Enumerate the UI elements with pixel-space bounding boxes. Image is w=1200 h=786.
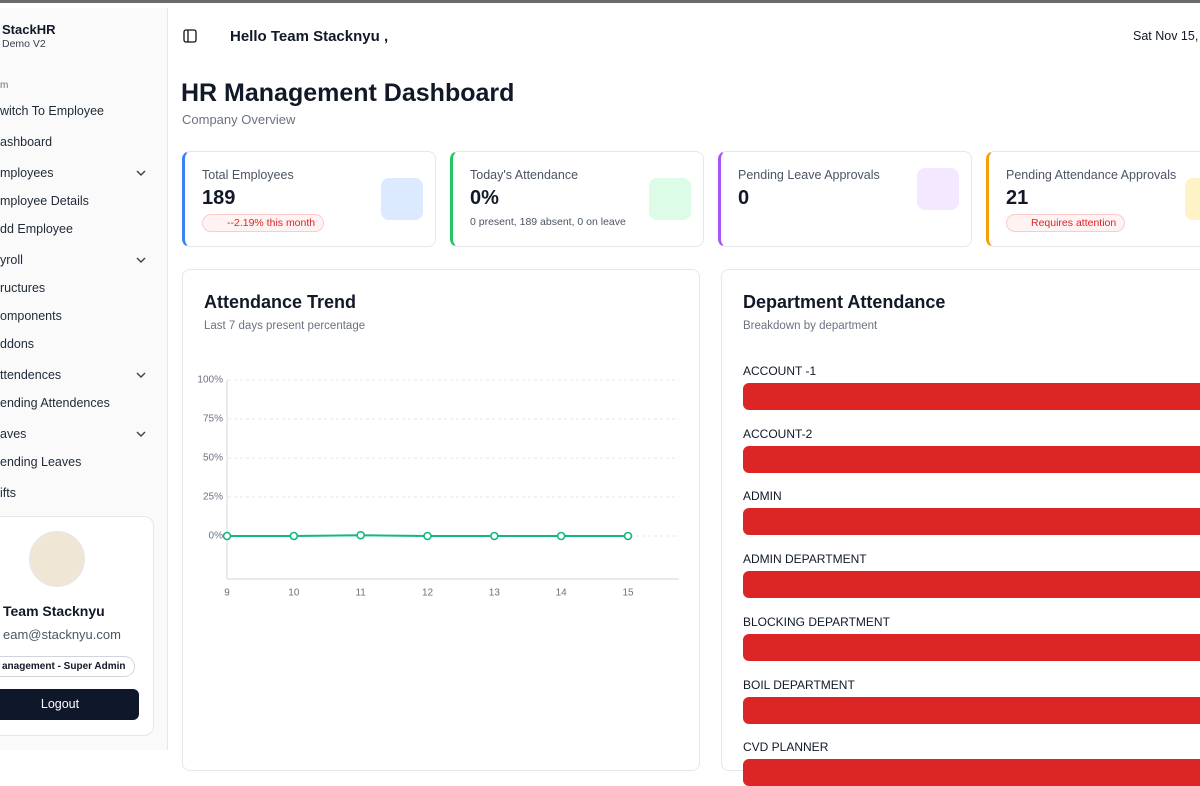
department-label: ACCOUNT-2 bbox=[743, 426, 813, 441]
y-tick-label: 25% bbox=[203, 492, 223, 503]
chevron[interactable] bbox=[135, 255, 147, 265]
window-edge bbox=[0, 0, 1200, 3]
nav-item[interactable]: ashboard bbox=[0, 135, 53, 149]
department-label: BLOCKING DEPARTMENT bbox=[743, 614, 890, 629]
nav-item[interactable]: ifts bbox=[0, 486, 16, 500]
department-bar bbox=[743, 696, 1200, 724]
date: Sat Nov 15, 2 bbox=[1133, 29, 1200, 43]
chevron-path bbox=[136, 170, 146, 176]
chevron-path bbox=[136, 257, 146, 263]
page-subtitle: Company Overview bbox=[182, 112, 296, 127]
profile-email: eam@stacknyu.com bbox=[3, 627, 121, 642]
card-value: 189 bbox=[202, 187, 236, 209]
card-label: Pending Leave Approvals bbox=[738, 168, 880, 182]
chevron[interactable] bbox=[135, 370, 147, 380]
department-label: BOIL DEPARTMENT bbox=[743, 677, 855, 692]
data-point bbox=[356, 530, 365, 540]
nav-item[interactable]: omponents bbox=[0, 309, 62, 323]
panel-title: Attendance Trend bbox=[204, 292, 357, 312]
x-tick-label: 9 bbox=[224, 588, 230, 599]
stat-card: Today's Attendance 0% 0 present, 189 abs… bbox=[450, 151, 704, 247]
brand: StackHR bbox=[2, 22, 56, 37]
data-point bbox=[289, 531, 299, 541]
header-divider bbox=[168, 70, 1200, 71]
y-tick-label: 0% bbox=[209, 531, 224, 542]
stat-card: Total Employees 189 --2.19% this month bbox=[182, 151, 436, 247]
nav-item[interactable]: witch To Employee bbox=[0, 104, 104, 118]
card-value: 0 bbox=[738, 187, 750, 209]
nav-item[interactable]: ttendences bbox=[0, 368, 62, 382]
data-point bbox=[490, 531, 499, 541]
y-tick-label: 100% bbox=[197, 375, 223, 386]
brand-subtitle: Demo V2 bbox=[2, 38, 46, 50]
card-icon bbox=[1185, 178, 1200, 220]
trend-panel: Attendance Trend Last 7 days present per… bbox=[182, 269, 700, 771]
x-tick-label: 12 bbox=[422, 588, 434, 599]
nav-item[interactable]: dd Employee bbox=[0, 222, 73, 236]
department-label: ACCOUNT -1 bbox=[743, 364, 817, 378]
card-label: Pending Attendance Approvals bbox=[1006, 168, 1177, 182]
avatar bbox=[29, 531, 85, 587]
data-point bbox=[623, 531, 633, 541]
card-icon bbox=[917, 168, 959, 210]
card-label: Today's Attendance bbox=[470, 168, 579, 182]
panel-subtitle: Breakdown by department bbox=[743, 320, 878, 332]
card-note: 0 present, 189 absent, 0 on leave bbox=[470, 216, 626, 228]
panel-title: Department Attendance bbox=[743, 292, 946, 312]
nav-item[interactable]: mployees bbox=[0, 166, 54, 180]
nav-item[interactable]: mployee Details bbox=[0, 194, 89, 208]
chevron[interactable] bbox=[135, 429, 147, 439]
card-icon bbox=[649, 178, 691, 220]
nav-item[interactable]: ddons bbox=[0, 337, 35, 351]
nav-item[interactable]: yroll bbox=[0, 253, 23, 267]
y-tick-label: 75% bbox=[203, 414, 223, 425]
profile-card: Team Stacknyu eam@stacknyu.com anagement… bbox=[0, 516, 154, 736]
x-tick-label: 10 bbox=[288, 588, 300, 599]
department-bar bbox=[743, 445, 1200, 473]
x-tick-label: 14 bbox=[556, 588, 568, 599]
sidebar: StackHR Demo V2 m witch To Employee ashbo… bbox=[0, 8, 168, 750]
sidebar-toggle[interactable] bbox=[183, 29, 197, 43]
x-tick-label: 11 bbox=[355, 588, 366, 599]
trend-chart: 0% 25% 50% 75% 100% 9 10 11 12 13 14 15 bbox=[197, 375, 679, 599]
nav-item[interactable]: ructures bbox=[0, 281, 46, 295]
nav-item[interactable]: aves bbox=[0, 427, 27, 441]
profile-name: Team Stacknyu bbox=[3, 603, 105, 619]
department-bar bbox=[743, 759, 1200, 786]
data-point bbox=[423, 531, 432, 541]
nav-item[interactable]: ending Leaves bbox=[0, 455, 82, 469]
nav-item[interactable]: ending Attendences bbox=[0, 396, 110, 410]
department-bar bbox=[743, 571, 1200, 599]
x-tick-label: 15 bbox=[622, 588, 634, 599]
department-label: ADMIN bbox=[743, 489, 782, 504]
department-bar bbox=[743, 508, 1200, 536]
trend-badge: --2.19% this month bbox=[202, 214, 325, 232]
card-value: 21 bbox=[1006, 187, 1029, 209]
section-label: m bbox=[0, 80, 9, 91]
department-bar bbox=[743, 633, 1200, 661]
greeting: Hello Team Stacknyu , bbox=[230, 28, 389, 45]
card-icon bbox=[381, 178, 423, 220]
alert-badge: Requires attention bbox=[1006, 214, 1126, 232]
stat-card: Pending Attendance Approvals 21 Requires… bbox=[986, 151, 1200, 247]
page-title: HR Management Dashboard bbox=[181, 79, 515, 107]
stat-card: Pending Leave Approvals 0 bbox=[718, 151, 972, 247]
department-label: ADMIN DEPARTMENT bbox=[743, 552, 867, 567]
chevron-path bbox=[136, 431, 146, 437]
card-label: Total Employees bbox=[202, 168, 294, 182]
chevron[interactable] bbox=[135, 168, 147, 178]
role-badge: anagement - Super Admin bbox=[0, 656, 135, 677]
panel-subtitle: Last 7 days present percentage bbox=[204, 320, 366, 332]
data-point bbox=[222, 531, 232, 541]
x-tick-label: 13 bbox=[489, 588, 501, 599]
department-bar bbox=[743, 383, 1200, 410]
data-point bbox=[556, 531, 566, 541]
card-value: 0% bbox=[470, 187, 499, 209]
logout-button[interactable]: Logout bbox=[0, 689, 139, 720]
y-tick-label: 50% bbox=[203, 453, 223, 464]
chevron-path bbox=[136, 372, 146, 378]
